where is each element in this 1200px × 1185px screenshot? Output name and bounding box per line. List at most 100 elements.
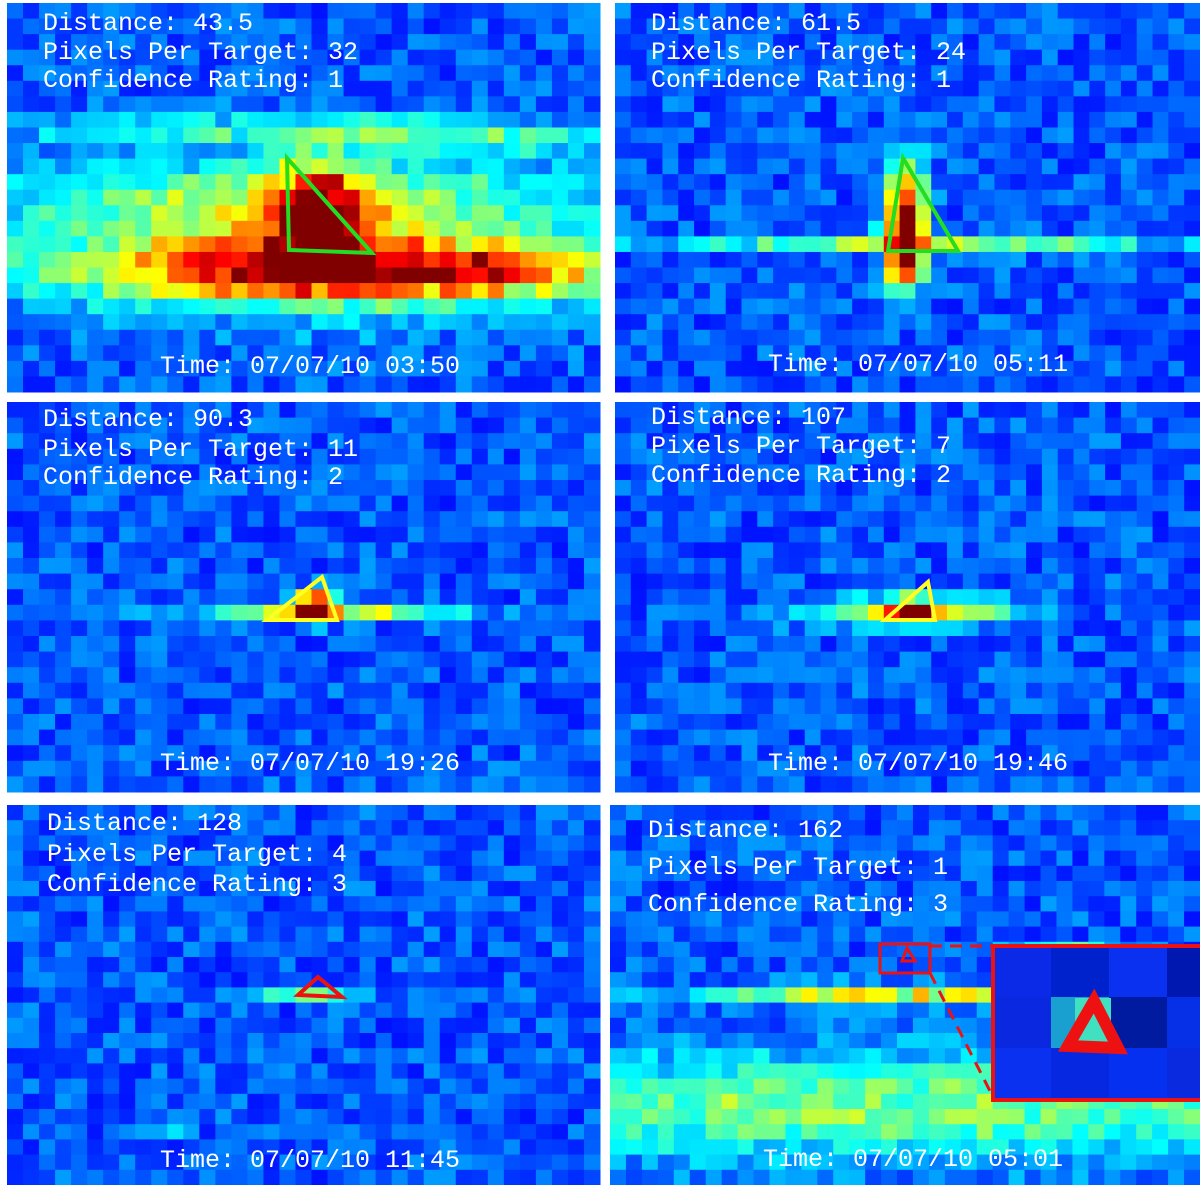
pixel [151, 143, 168, 159]
pixel [472, 511, 489, 527]
pixel [915, 143, 931, 159]
pixel [344, 496, 361, 512]
pixel [773, 511, 789, 527]
pixel [1089, 449, 1105, 465]
pixel [488, 236, 505, 252]
pixel [424, 143, 441, 159]
pixel [1089, 96, 1105, 112]
pixel [757, 714, 773, 730]
pixel [23, 620, 40, 636]
pixel [568, 942, 585, 958]
pixel [1089, 730, 1105, 746]
pixel [167, 776, 184, 792]
pixel [247, 496, 264, 512]
pixel [568, 835, 585, 851]
pixel [615, 252, 631, 268]
pixel [295, 1124, 312, 1140]
pixel [424, 464, 441, 480]
pixel [1136, 820, 1152, 836]
pixel [488, 143, 505, 159]
pixel [1137, 376, 1153, 392]
pixel [344, 942, 361, 958]
pixel [979, 667, 995, 683]
pixel [71, 127, 88, 143]
pixel [440, 205, 457, 221]
pixel [884, 636, 900, 652]
pixel [39, 1139, 56, 1155]
pixel [631, 299, 647, 315]
pixel [536, 1170, 553, 1185]
pixel [504, 745, 521, 761]
pixel [694, 527, 710, 543]
pixel [929, 805, 945, 821]
pixel [328, 714, 345, 730]
pixel [1105, 574, 1121, 590]
pixel [678, 112, 694, 128]
pixel [424, 1079, 441, 1095]
pixel [135, 299, 152, 315]
pixel [726, 268, 742, 284]
pixel [913, 820, 929, 836]
pixel [900, 698, 916, 714]
pixel [87, 159, 104, 175]
pixel [488, 805, 505, 821]
pixel [344, 283, 361, 299]
pixel [119, 667, 136, 683]
pixel [947, 205, 963, 221]
pixel [87, 698, 104, 714]
pixel [1168, 236, 1184, 252]
pixel [360, 1018, 377, 1034]
pixel [472, 361, 489, 377]
pixel [678, 683, 694, 699]
pixel [1184, 805, 1200, 821]
distance: Distance:128 [47, 809, 242, 838]
pixel [1058, 776, 1074, 792]
pixel [119, 345, 136, 361]
pixel [552, 652, 569, 668]
pixel [1168, 820, 1184, 836]
pixel [1137, 589, 1153, 605]
pixel [183, 1079, 200, 1095]
pixel [1041, 866, 1057, 882]
pixel [1168, 698, 1184, 714]
pixel [408, 127, 425, 143]
pixel [488, 268, 505, 284]
pixel [821, 143, 837, 159]
pixel [472, 205, 489, 221]
pixel [504, 96, 521, 112]
pixel [504, 835, 521, 851]
pixel [520, 402, 537, 418]
pixel [424, 527, 441, 543]
pixel [7, 714, 24, 730]
pixel [662, 127, 678, 143]
pixel [631, 361, 647, 377]
pixel [536, 698, 553, 714]
pixel [1184, 433, 1200, 449]
pixel [328, 3, 345, 19]
pixel [360, 1094, 377, 1110]
pixel [71, 620, 88, 636]
pixel [1058, 159, 1074, 175]
pixel [1168, 480, 1184, 496]
pixel [536, 667, 553, 683]
pixel [868, 542, 884, 558]
pixel [963, 449, 979, 465]
pixel [568, 605, 585, 621]
pixel [568, 496, 585, 512]
pixel [979, 252, 995, 268]
pixel [119, 987, 136, 1003]
pixel [1153, 376, 1169, 392]
pixel [71, 574, 88, 590]
pixel [1074, 376, 1090, 392]
pixel [87, 1094, 104, 1110]
pixel [376, 776, 393, 792]
pixel [440, 314, 457, 330]
pixel [1152, 881, 1168, 897]
pixel [536, 464, 553, 480]
pixel [87, 205, 104, 221]
pixel [1010, 283, 1026, 299]
pixel [408, 283, 425, 299]
pixel [408, 418, 425, 434]
pixel [135, 957, 152, 973]
pixel [472, 1003, 489, 1019]
